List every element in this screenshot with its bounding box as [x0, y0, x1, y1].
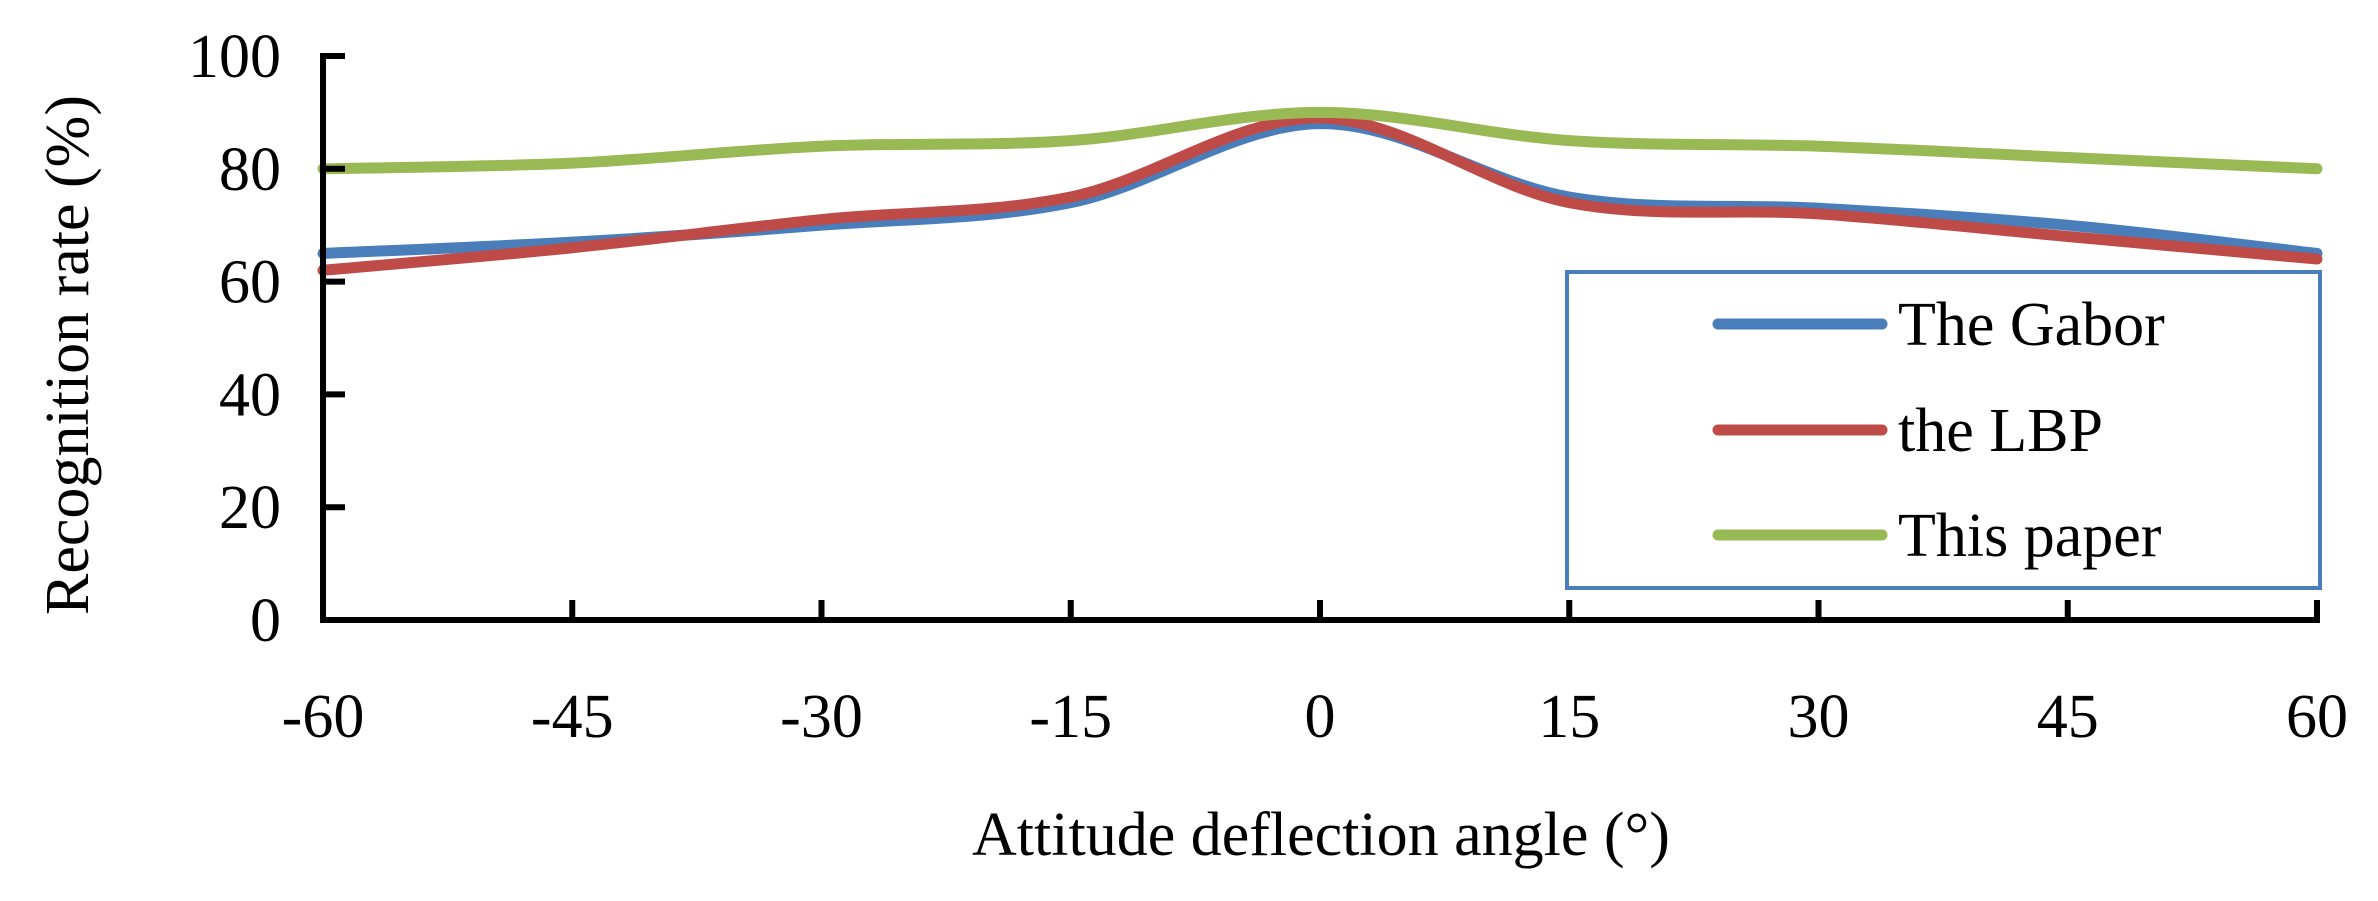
x-tick-label: 15: [1538, 683, 1600, 751]
x-tick-label: 45: [2037, 683, 2099, 751]
y-tick-label: 40: [219, 361, 281, 429]
legend-label-1: The Gabor: [1898, 291, 2165, 359]
y-axis-title: Recognition rate (%): [34, 95, 102, 615]
series-line-3: [317, 106, 2323, 175]
y-tick-label: 60: [219, 249, 281, 317]
x-tick-label: 60: [2286, 683, 2348, 751]
y-tick-label: 100: [188, 23, 281, 91]
x-tick-label: -45: [531, 683, 614, 751]
x-tick-layer: -60 -45 -30 -15 0 15 30 45 60: [282, 600, 2348, 751]
x-tick-label: 30: [1788, 683, 1850, 751]
legend-label-2: the LBP: [1898, 397, 2103, 465]
y-tick-layer: 0 20 40 60 80 100: [188, 23, 345, 655]
legend-box: [1565, 270, 2322, 590]
x-tick-label: -15: [1029, 683, 1112, 751]
x-axis-title: Attitude deflection angle (°): [972, 801, 1670, 869]
x-tick-label: -30: [780, 683, 863, 751]
series-line-2: [317, 112, 2323, 276]
series-layer: [317, 106, 2323, 276]
y-tick-label: 20: [219, 474, 281, 542]
x-tick-label: -60: [282, 683, 365, 751]
legend-label-3: This paper: [1898, 502, 2162, 570]
legend: The Gabor the LBP This paper: [1565, 270, 2322, 590]
y-tick-label: 80: [219, 136, 281, 204]
y-tick-label: 0: [250, 587, 281, 655]
x-tick-label: 0: [1305, 683, 1336, 751]
